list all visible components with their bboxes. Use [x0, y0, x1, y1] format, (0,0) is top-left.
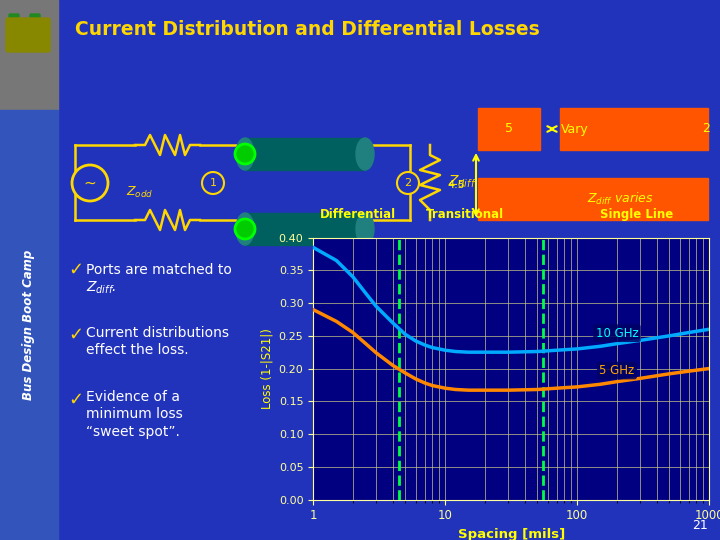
- Bar: [245, 213, 365, 245]
- Text: Vary: Vary: [561, 123, 589, 136]
- FancyBboxPatch shape: [9, 14, 19, 34]
- Text: 21: 21: [692, 519, 708, 532]
- Bar: [478, 178, 708, 220]
- Bar: [245, 138, 365, 170]
- Text: Single Line: Single Line: [600, 208, 673, 221]
- Bar: [478, 108, 540, 150]
- Bar: [0, 0, 58, 110]
- Text: 5: 5: [505, 123, 513, 136]
- Text: Current distributions: Current distributions: [86, 326, 229, 340]
- FancyBboxPatch shape: [6, 18, 50, 52]
- Text: Bus Design Boot Camp: Bus Design Boot Camp: [22, 250, 35, 400]
- Circle shape: [235, 144, 255, 164]
- Ellipse shape: [236, 213, 254, 245]
- Ellipse shape: [356, 213, 374, 245]
- Ellipse shape: [356, 138, 374, 170]
- Text: Current Distribution and Differential Losses: Current Distribution and Differential Lo…: [75, 20, 540, 39]
- Circle shape: [72, 165, 108, 201]
- Text: 5 GHz: 5 GHz: [599, 364, 634, 377]
- Circle shape: [397, 172, 419, 194]
- Text: $Z_{diff}$.: $Z_{diff}$.: [86, 280, 117, 296]
- Bar: [0, 110, 58, 540]
- Text: Ports are matched to: Ports are matched to: [86, 263, 232, 277]
- Text: ✓: ✓: [68, 326, 83, 344]
- Text: 2: 2: [702, 123, 710, 136]
- Text: $Z_{diff}$ varies: $Z_{diff}$ varies: [587, 191, 654, 207]
- X-axis label: Spacing [mils]: Spacing [mils]: [458, 528, 564, 540]
- Bar: [560, 108, 708, 150]
- Text: $Z_{odd}$: $Z_{odd}$: [126, 185, 153, 200]
- Text: minimum loss: minimum loss: [86, 407, 183, 421]
- Text: ✓: ✓: [68, 391, 83, 409]
- Circle shape: [202, 172, 224, 194]
- Text: “sweet spot”.: “sweet spot”.: [86, 425, 180, 439]
- Text: ~: ~: [84, 176, 96, 191]
- FancyBboxPatch shape: [30, 14, 40, 34]
- Circle shape: [235, 219, 255, 239]
- Ellipse shape: [236, 138, 254, 170]
- Y-axis label: Loss (1-|S21|): Loss (1-|S21|): [260, 328, 273, 409]
- Text: Transitional: Transitional: [426, 208, 503, 221]
- Text: 2: 2: [405, 178, 412, 188]
- Text: Differential: Differential: [320, 208, 397, 221]
- Text: Evidence of a: Evidence of a: [86, 390, 180, 404]
- Text: 10 GHz: 10 GHz: [595, 327, 639, 340]
- Text: 1: 1: [210, 178, 217, 188]
- Text: effect the loss.: effect the loss.: [86, 343, 189, 357]
- Text: 4.5: 4.5: [447, 180, 465, 190]
- Text: $Z_{diff}$: $Z_{diff}$: [448, 174, 477, 190]
- Text: ✓: ✓: [68, 261, 83, 279]
